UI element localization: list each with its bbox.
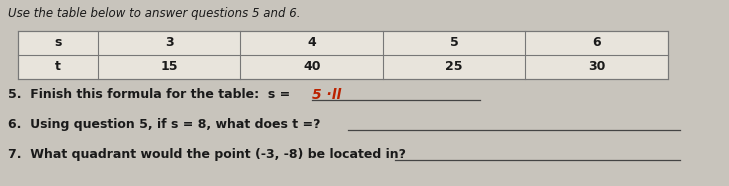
Text: 4: 4 bbox=[308, 36, 316, 49]
Text: 6.  Using question 5, if s = 8, what does t =?: 6. Using question 5, if s = 8, what does… bbox=[8, 118, 321, 131]
Text: 7.  What quadrant would the point (-3, -8) be located in?: 7. What quadrant would the point (-3, -8… bbox=[8, 148, 406, 161]
Text: 5.  Finish this formula for the table:  s =: 5. Finish this formula for the table: s … bbox=[8, 88, 295, 101]
Text: t: t bbox=[55, 60, 61, 73]
Text: 15: 15 bbox=[160, 60, 178, 73]
Text: 40: 40 bbox=[303, 60, 321, 73]
Text: Use the table below to answer questions 5 and 6.: Use the table below to answer questions … bbox=[8, 7, 300, 20]
Text: s: s bbox=[55, 36, 62, 49]
Text: 3: 3 bbox=[165, 36, 174, 49]
Text: 5: 5 bbox=[450, 36, 459, 49]
Text: 25: 25 bbox=[445, 60, 463, 73]
Text: 30: 30 bbox=[588, 60, 606, 73]
Text: 6: 6 bbox=[593, 36, 601, 49]
Text: 5 ·ll: 5 ·ll bbox=[312, 88, 341, 102]
Bar bbox=[18, 31, 668, 79]
